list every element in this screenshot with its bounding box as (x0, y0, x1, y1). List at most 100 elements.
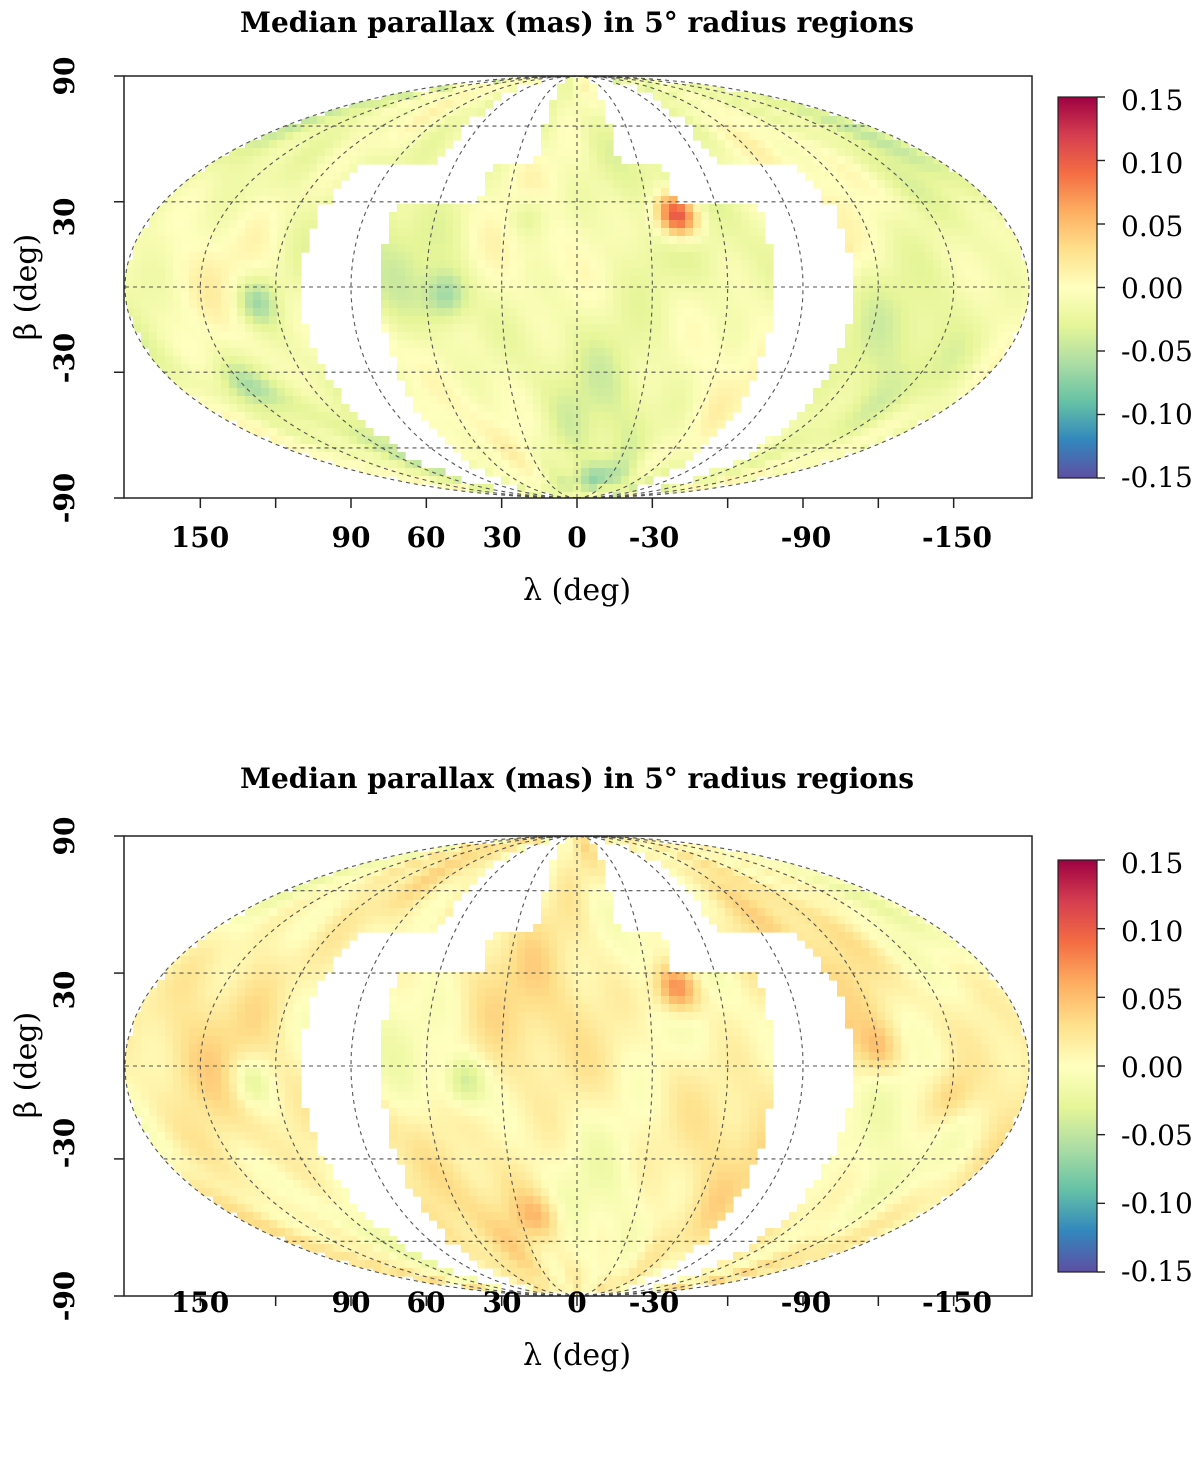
heatmap-cell (181, 956, 190, 965)
heatmap-cell (749, 852, 758, 861)
heatmap-cell (437, 996, 446, 1005)
heatmap-cell (413, 124, 422, 133)
heatmap-cell (829, 196, 838, 205)
heatmap-cell (853, 300, 862, 309)
heatmap-cell (133, 316, 142, 325)
heatmap-cell (525, 468, 534, 477)
heatmap-cell (621, 412, 630, 421)
heatmap-cell (965, 284, 974, 293)
heatmap-cell (605, 132, 614, 141)
heatmap-cell (453, 396, 462, 405)
heatmap-cell (621, 484, 630, 493)
heatmap-cell (877, 140, 886, 149)
heatmap-cell (285, 196, 294, 205)
heatmap-cell (885, 428, 894, 437)
heatmap-cell (389, 220, 398, 229)
heatmap-cell (517, 268, 526, 277)
heatmap-cell (877, 380, 886, 389)
heatmap-cell (685, 980, 694, 989)
heatmap-cell (653, 428, 662, 437)
heatmap-cell (765, 460, 774, 469)
heatmap-cell (629, 244, 638, 253)
heatmap-cell (565, 932, 574, 941)
heatmap-cell (565, 84, 574, 93)
heatmap-cell (437, 988, 446, 997)
heatmap-cell (677, 860, 686, 869)
heatmap-cell (525, 412, 534, 421)
heatmap-cell (981, 308, 990, 317)
heatmap-cell (509, 428, 518, 437)
heatmap-cell (861, 260, 870, 269)
heatmap-cell (973, 340, 982, 349)
heatmap-cell (533, 260, 542, 269)
heatmap-cell (445, 476, 454, 485)
heatmap-cell (629, 316, 638, 325)
heatmap-cell (445, 260, 454, 269)
heatmap-cell (261, 260, 270, 269)
heatmap-cell (981, 252, 990, 261)
heatmap-cell (861, 316, 870, 325)
heatmap-cell (701, 228, 710, 237)
heatmap-cell (429, 140, 438, 149)
heatmap-cell (261, 988, 270, 997)
heatmap-cell (277, 132, 286, 141)
heatmap-cell (725, 284, 734, 293)
heatmap-cell (597, 380, 606, 389)
heatmap-cell (549, 884, 558, 893)
heatmap-cell (325, 108, 334, 117)
heatmap-cell (845, 980, 854, 989)
heatmap-cell (653, 308, 662, 317)
heatmap-cell (285, 932, 294, 941)
heatmap-cell (693, 292, 702, 301)
heatmap-cell (381, 124, 390, 133)
heatmap-cell (613, 980, 622, 989)
heatmap-cell (845, 388, 854, 397)
heatmap-cell (805, 156, 814, 165)
heatmap-cell (173, 996, 182, 1005)
heatmap-cell (965, 212, 974, 221)
heatmap-cell (997, 244, 1006, 253)
heatmap-cell (197, 388, 206, 397)
heatmap-cell (261, 388, 270, 397)
heatmap-cell (421, 228, 430, 237)
heatmap-cell (405, 100, 414, 109)
heatmap-cell (925, 292, 934, 301)
heatmap-cell (653, 332, 662, 341)
heatmap-cell (549, 348, 558, 357)
heatmap-cell (653, 988, 662, 997)
heatmap-cell (525, 180, 534, 189)
heatmap-cell (493, 260, 502, 269)
heatmap-cell (597, 428, 606, 437)
heatmap-cell (909, 164, 918, 173)
heatmap-cell (565, 308, 574, 317)
heatmap-cell (965, 332, 974, 341)
heatmap-cell (845, 180, 854, 189)
heatmap-cell (285, 204, 294, 213)
heatmap-cell (965, 268, 974, 277)
heatmap-cell (749, 324, 758, 333)
heatmap-cell (653, 404, 662, 413)
heatmap-cell (285, 252, 294, 261)
heatmap-cell (885, 940, 894, 949)
heatmap-cell (933, 404, 942, 413)
heatmap-cell (829, 404, 838, 413)
heatmap-cell (581, 244, 590, 253)
heatmap-cell (157, 364, 166, 373)
heatmap-cell (957, 252, 966, 261)
heatmap-cell (309, 140, 318, 149)
heatmap-cell (269, 316, 278, 325)
heatmap-cell (221, 300, 230, 309)
heatmap-cell (789, 868, 798, 877)
heatmap-cell (173, 276, 182, 285)
heatmap-cell (669, 340, 678, 349)
heatmap-cell (245, 940, 254, 949)
heatmap-cell (741, 916, 750, 925)
heatmap-cell (917, 980, 926, 989)
heatmap-cell (861, 956, 870, 965)
heatmap-cell (645, 932, 654, 941)
heatmap-cell (277, 196, 286, 205)
heatmap-cell (693, 116, 702, 125)
heatmap-cell (405, 244, 414, 253)
heatmap-cell (293, 276, 302, 285)
heatmap-cell (421, 236, 430, 245)
